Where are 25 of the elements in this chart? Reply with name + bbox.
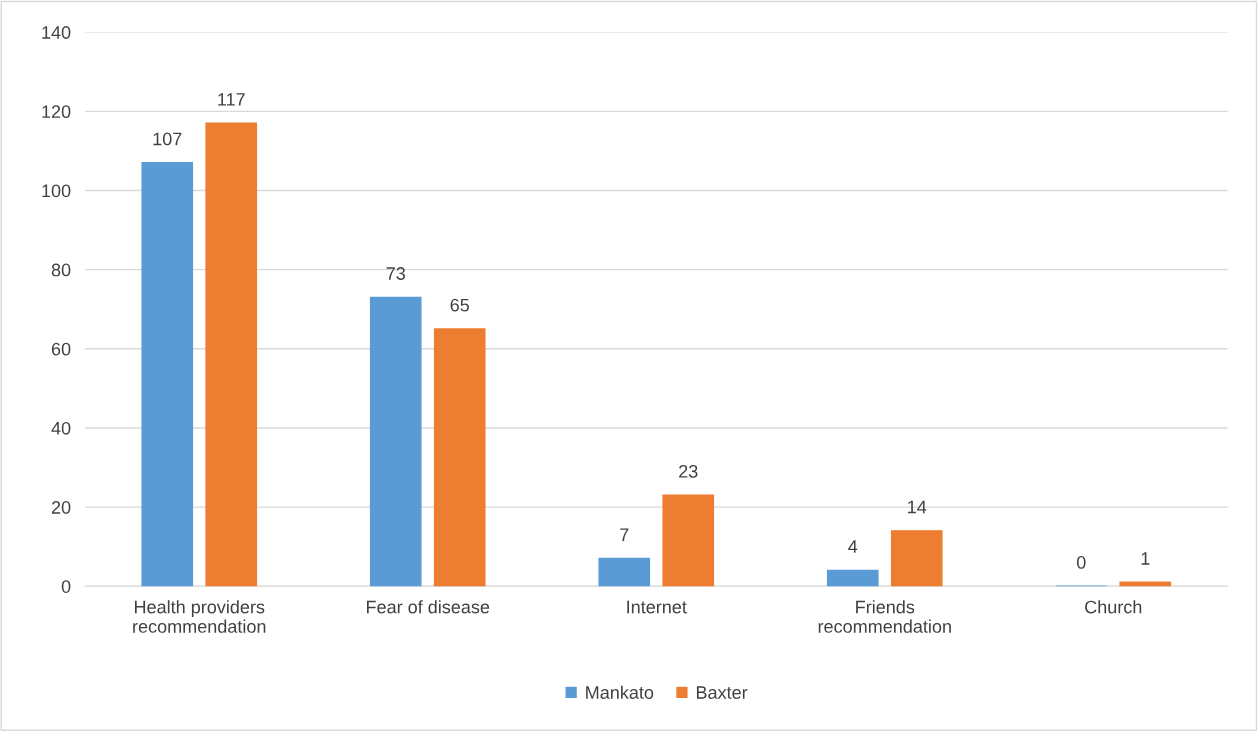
y-tick-label: 40 bbox=[51, 421, 71, 435]
data-label: 117 bbox=[218, 93, 245, 106]
data-label: 14 bbox=[908, 500, 927, 514]
data-label: 0 bbox=[1076, 556, 1086, 569]
x-tick-label: Health providers recommendation bbox=[133, 600, 266, 633]
y-tick-label: 60 bbox=[51, 342, 71, 356]
y-tick-label: 120 bbox=[42, 105, 71, 119]
legend-label: Baxter bbox=[696, 686, 748, 699]
data-label: 107 bbox=[153, 132, 182, 146]
data-label: 73 bbox=[386, 267, 405, 280]
data-label: 4 bbox=[848, 540, 858, 553]
legend-label: Mankato bbox=[586, 685, 654, 699]
data-label: 1 bbox=[1141, 552, 1150, 565]
x-tick-label: Internet bbox=[627, 600, 687, 614]
data-label: 65 bbox=[450, 298, 470, 312]
y-tick-label: 140 bbox=[42, 26, 71, 39]
data-label: 7 bbox=[620, 528, 629, 541]
y-tick-label: 0 bbox=[61, 580, 71, 593]
x-tick-label: Church bbox=[1085, 600, 1142, 614]
y-tick-label: 80 bbox=[51, 263, 71, 277]
x-tick-label: Fear of disease bbox=[367, 600, 490, 614]
y-tick-label: 20 bbox=[51, 501, 71, 514]
data-label: 23 bbox=[679, 464, 698, 478]
y-tick-label: 100 bbox=[42, 184, 71, 198]
x-tick-label: Friends recommendation bbox=[818, 600, 951, 633]
